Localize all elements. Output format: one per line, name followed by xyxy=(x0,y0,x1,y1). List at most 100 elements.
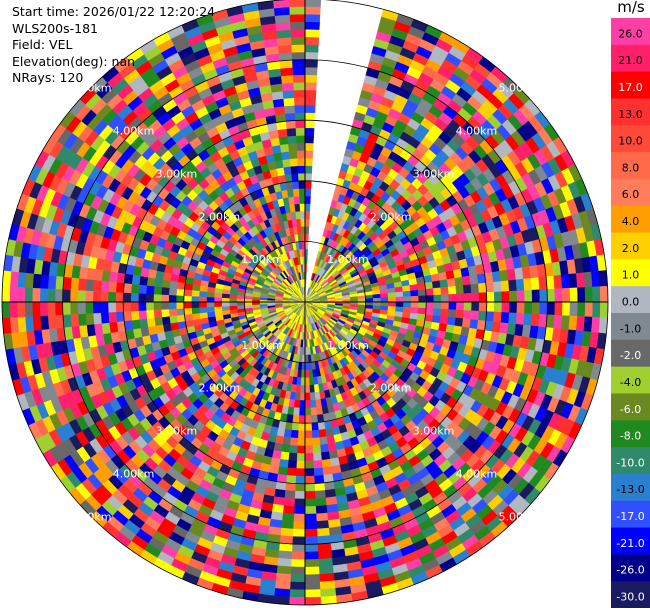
site-text: WLS200s-181 xyxy=(12,20,98,36)
colorbar-tick-label: -6.0 xyxy=(620,403,641,416)
range-label: 4.00km xyxy=(456,125,498,138)
velocity-gate xyxy=(276,167,286,177)
velocity-gate xyxy=(553,314,563,330)
velocity-gate xyxy=(297,437,306,447)
velocity-gate xyxy=(432,308,442,317)
velocity-gate xyxy=(292,59,306,68)
velocity-gate xyxy=(304,150,314,159)
velocity-gate xyxy=(184,313,193,322)
velocity-gate xyxy=(357,295,366,300)
velocity-gate xyxy=(402,290,412,298)
range-label: 3.00km xyxy=(413,425,455,438)
velocity-gate xyxy=(9,316,19,334)
velocity-gate xyxy=(274,159,284,169)
velocity-gate xyxy=(17,271,27,288)
velocity-gate xyxy=(229,305,238,311)
velocity-gate xyxy=(108,281,117,293)
velocity-gate xyxy=(304,589,321,598)
velocity-gate xyxy=(290,429,299,439)
velocity-gate xyxy=(304,0,322,8)
velocity-gate xyxy=(294,203,301,212)
velocity-gate xyxy=(583,316,593,333)
velocity-gate xyxy=(463,293,472,303)
velocity-gate xyxy=(304,385,310,394)
velocity-gate xyxy=(294,104,306,114)
velocity-gate xyxy=(454,317,464,328)
colorbar-tick-label: -13.0 xyxy=(616,483,644,496)
velocity-gate xyxy=(516,301,525,314)
velocity-gate xyxy=(304,6,321,15)
velocity-gate xyxy=(461,318,471,329)
velocity-gate xyxy=(304,157,313,167)
velocity-gate xyxy=(154,316,164,326)
velocity-gate xyxy=(493,281,502,293)
velocity-gate xyxy=(304,13,321,23)
velocity-gate xyxy=(280,527,294,537)
velocity-gate xyxy=(291,543,306,553)
velocity-gate xyxy=(304,445,314,454)
velocity-gate xyxy=(284,173,293,183)
velocity-gate xyxy=(285,475,297,484)
start-time-text: Start time: 2026/01/22 12:20:24 xyxy=(12,4,216,19)
velocity-gate xyxy=(115,311,125,323)
velocity-gate xyxy=(315,406,323,416)
colorbar-tick-label: 0.0 xyxy=(622,295,640,308)
velocity-gate xyxy=(310,414,318,424)
velocity-gate xyxy=(9,286,18,303)
velocity-gate xyxy=(311,437,321,446)
velocity-gate xyxy=(469,274,479,285)
velocity-gate xyxy=(304,142,314,151)
velocity-gate xyxy=(206,296,215,303)
velocity-gate xyxy=(308,377,314,386)
colorbar-tick-label: -26.0 xyxy=(616,564,644,577)
velocity-gate xyxy=(425,301,434,309)
velocity-gate xyxy=(162,323,172,333)
velocity-gate xyxy=(274,580,291,590)
velocity-gate xyxy=(486,291,495,303)
velocity-gate xyxy=(39,301,49,317)
velocity-gate xyxy=(315,512,329,522)
range-label: 5.00km xyxy=(70,510,112,523)
velocity-gate xyxy=(40,315,50,330)
colorbar-tick-label: -1.0 xyxy=(620,322,641,335)
velocity-gate xyxy=(309,392,316,401)
velocity-gate xyxy=(285,120,297,129)
velocity-gate xyxy=(301,233,306,242)
velocity-gate xyxy=(447,285,457,295)
velocity-gate xyxy=(273,0,290,9)
velocity-gate xyxy=(304,195,311,204)
velocity-gate xyxy=(295,127,306,136)
colorbar-tick-label: -21.0 xyxy=(616,537,644,550)
colorbar-tick-label: -30.0 xyxy=(616,590,644,603)
velocity-gate xyxy=(304,104,316,114)
velocity-gate xyxy=(139,275,149,286)
velocity-gate xyxy=(288,142,298,152)
velocity-gate xyxy=(183,295,192,303)
velocity-gate xyxy=(546,288,556,303)
velocity-gate xyxy=(304,506,317,515)
velocity-gate xyxy=(539,301,548,315)
velocity-gate xyxy=(289,203,296,213)
colorbar-tick-label: 26.0 xyxy=(618,27,643,40)
velocity-gate xyxy=(410,301,419,309)
velocity-gate xyxy=(304,521,318,530)
colorbar-tick-label: 10.0 xyxy=(618,135,643,148)
velocity-gate xyxy=(138,310,148,320)
range-label: 3.00km xyxy=(413,167,455,180)
velocity-gate xyxy=(279,451,290,461)
velocity-gate xyxy=(176,288,185,296)
colorbar-tick-label: 17.0 xyxy=(618,81,643,94)
velocity-gate xyxy=(107,301,117,313)
velocity-gate xyxy=(313,459,323,469)
velocity-gate xyxy=(295,475,306,485)
velocity-gate xyxy=(463,301,472,311)
velocity-gate xyxy=(277,557,292,567)
velocity-gate xyxy=(100,280,110,292)
velocity-gate xyxy=(304,218,310,227)
velocity-gate xyxy=(433,294,442,303)
velocity-gate xyxy=(286,467,297,477)
velocity-gate xyxy=(1,285,11,303)
field-text: Field: VEL xyxy=(12,37,73,52)
velocity-gate xyxy=(291,173,299,182)
